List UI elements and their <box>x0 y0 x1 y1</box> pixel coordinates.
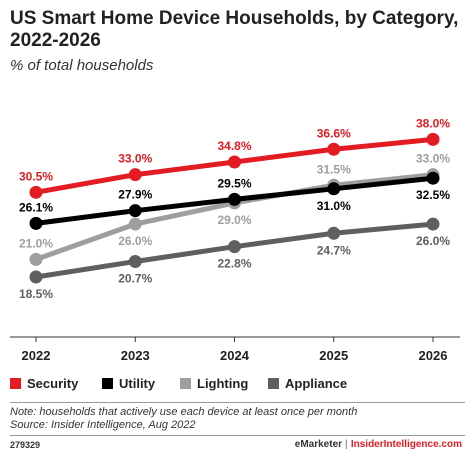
data-label-lighting: 29.0% <box>217 213 251 227</box>
data-point-utility <box>128 204 142 218</box>
chart-subtitle: % of total households <box>10 57 154 74</box>
legend-item-appliance: Appliance <box>268 376 347 391</box>
legend: Security Utility Lighting Appliance <box>10 376 465 394</box>
data-point-utility <box>327 182 341 196</box>
data-label-security: 38.0% <box>416 116 450 130</box>
data-point-appliance <box>228 240 241 254</box>
data-point-security <box>128 168 142 182</box>
data-label-lighting: 33.0% <box>416 152 450 166</box>
data-label-lighting: 26.0% <box>118 234 152 248</box>
data-label-security: 34.8% <box>217 139 251 153</box>
legend-label-utility: Utility <box>119 376 156 391</box>
data-point-appliance <box>29 270 43 284</box>
data-point-security <box>29 185 43 199</box>
chart-source: Source: Insider Intelligence, Aug 2022 <box>10 419 196 431</box>
data-label-appliance: 26.0% <box>416 234 450 248</box>
data-point-appliance <box>426 217 440 231</box>
data-label-lighting: 31.5% <box>317 162 351 176</box>
legend-swatch-lighting <box>180 378 191 389</box>
chart-note: Note: households that actively use each … <box>10 406 358 418</box>
data-label-utility: 27.9% <box>118 188 152 202</box>
data-label-security: 30.5% <box>19 169 53 183</box>
data-label-appliance: 20.7% <box>118 271 152 285</box>
x-tick-label: 2025 <box>319 348 348 363</box>
brand-name: eMarketer <box>294 439 343 450</box>
legend-label-security: Security <box>27 376 79 391</box>
data-label-utility: 31.0% <box>317 199 351 213</box>
data-point-appliance <box>327 226 341 240</box>
data-point-security <box>426 132 440 146</box>
legend-swatch-appliance <box>268 378 279 389</box>
data-point-appliance <box>128 254 142 268</box>
brand-site: InsiderIntelligence.com <box>350 439 462 450</box>
x-tick-label: 2024 <box>220 348 250 363</box>
data-label-security: 33.0% <box>118 152 152 166</box>
legend-label-lighting: Lighting <box>197 376 249 391</box>
legend-item-lighting: Lighting <box>180 376 248 391</box>
legend-label-appliance: Appliance <box>285 376 348 391</box>
data-point-utility <box>426 171 440 185</box>
data-label-appliance: 24.7% <box>317 243 351 257</box>
notes-divider <box>10 402 465 403</box>
data-label-appliance: 18.5% <box>19 287 53 301</box>
footer-brand: eMarketer | InsiderIntelligence.com <box>295 439 462 450</box>
brand-separator: | <box>345 439 348 450</box>
data-label-utility: 29.5% <box>217 176 251 190</box>
data-point-utility <box>228 192 241 206</box>
chart-title: US Smart Home Device Households, by Cate… <box>10 8 459 51</box>
data-point-security <box>228 155 241 169</box>
x-tick-label: 2023 <box>121 348 150 363</box>
x-tick-label: 2026 <box>419 348 448 363</box>
data-point-utility <box>29 216 43 230</box>
legend-item-utility: Utility <box>102 376 155 391</box>
data-label-utility: 32.5% <box>416 188 450 202</box>
data-point-lighting <box>128 217 142 231</box>
legend-item-security: Security <box>10 376 78 391</box>
legend-swatch-utility <box>102 378 113 389</box>
data-point-security <box>327 142 341 156</box>
data-point-lighting <box>29 252 43 266</box>
legend-swatch-security <box>10 378 21 389</box>
x-tick-label: 2022 <box>22 348 51 363</box>
footer-divider <box>10 435 465 436</box>
data-label-security: 36.6% <box>317 126 351 140</box>
chart-id: 279329 <box>10 440 41 450</box>
data-label-utility: 26.1% <box>19 200 53 214</box>
data-label-lighting: 21.0% <box>19 236 53 250</box>
data-label-appliance: 22.8% <box>217 257 251 271</box>
